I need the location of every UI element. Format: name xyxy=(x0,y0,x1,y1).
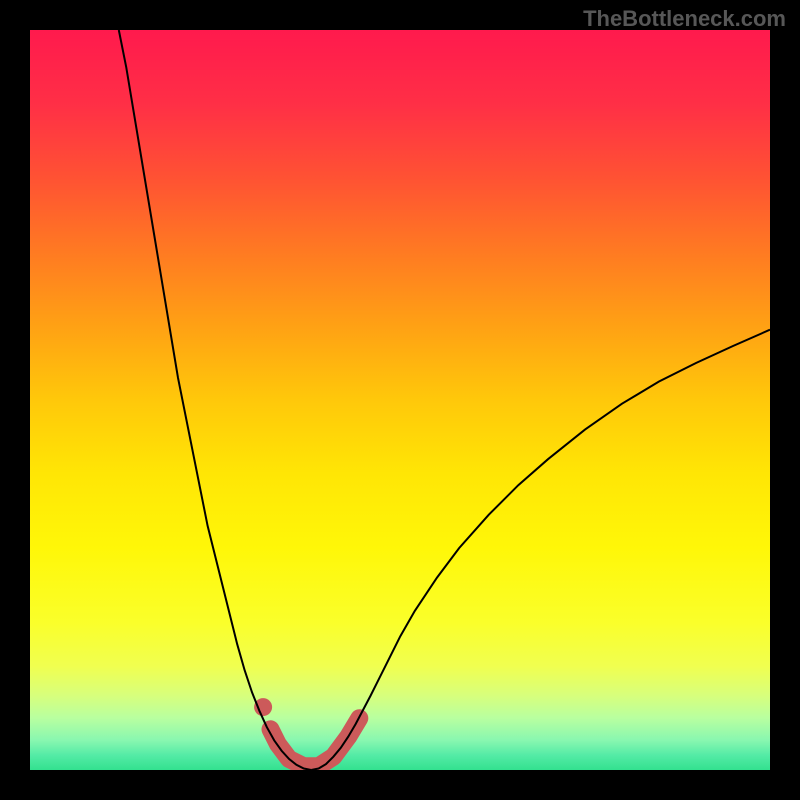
curve-right-branch xyxy=(311,330,770,770)
chart-container: TheBottleneck.com xyxy=(0,0,800,800)
overlay-dot xyxy=(254,698,272,716)
curve-left-branch xyxy=(119,30,311,770)
curve-layer xyxy=(30,30,770,770)
plot-area xyxy=(30,30,770,770)
overlay-highlight xyxy=(271,718,360,766)
watermark-text: TheBottleneck.com xyxy=(583,6,786,32)
